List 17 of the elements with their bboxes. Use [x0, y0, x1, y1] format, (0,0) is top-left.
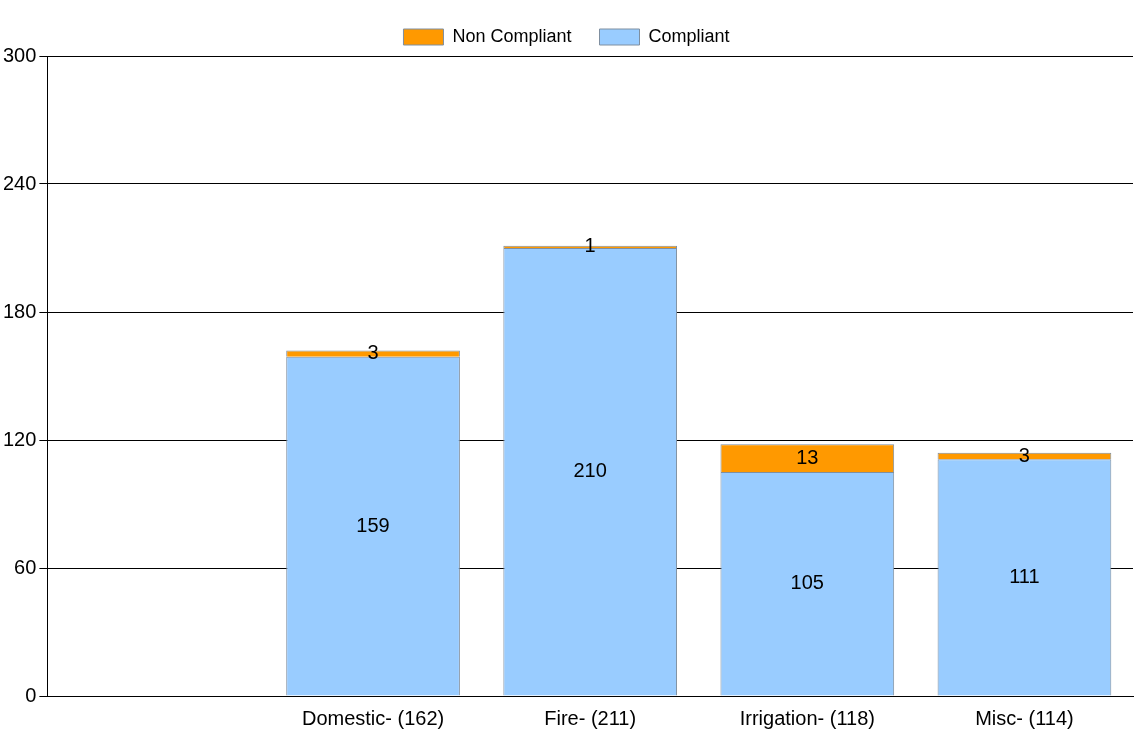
data-label: 13 [796, 445, 819, 468]
legend-label: Compliant [648, 25, 730, 46]
data-label: 159 [356, 513, 390, 536]
data-label: 105 [790, 571, 824, 594]
y-tick-label: 240 [2, 171, 37, 194]
data-label: 111 [1009, 564, 1040, 587]
y-tick-label: 60 [14, 555, 37, 578]
x-tick-label: Domestic- (162) [301, 706, 445, 729]
legend-label: Non Compliant [452, 25, 572, 46]
x-tick-label: Fire- (211) [544, 706, 637, 729]
y-tick-label: 120 [2, 427, 37, 450]
data-label: 210 [573, 459, 607, 482]
y-tick-label: 180 [2, 299, 37, 322]
x-tick-label: Irrigation- (118) [739, 706, 875, 729]
y-tick-label: 300 [2, 43, 37, 66]
x-tick-label: Misc- (114) [975, 706, 1074, 729]
y-tick-label: 0 [25, 683, 37, 706]
